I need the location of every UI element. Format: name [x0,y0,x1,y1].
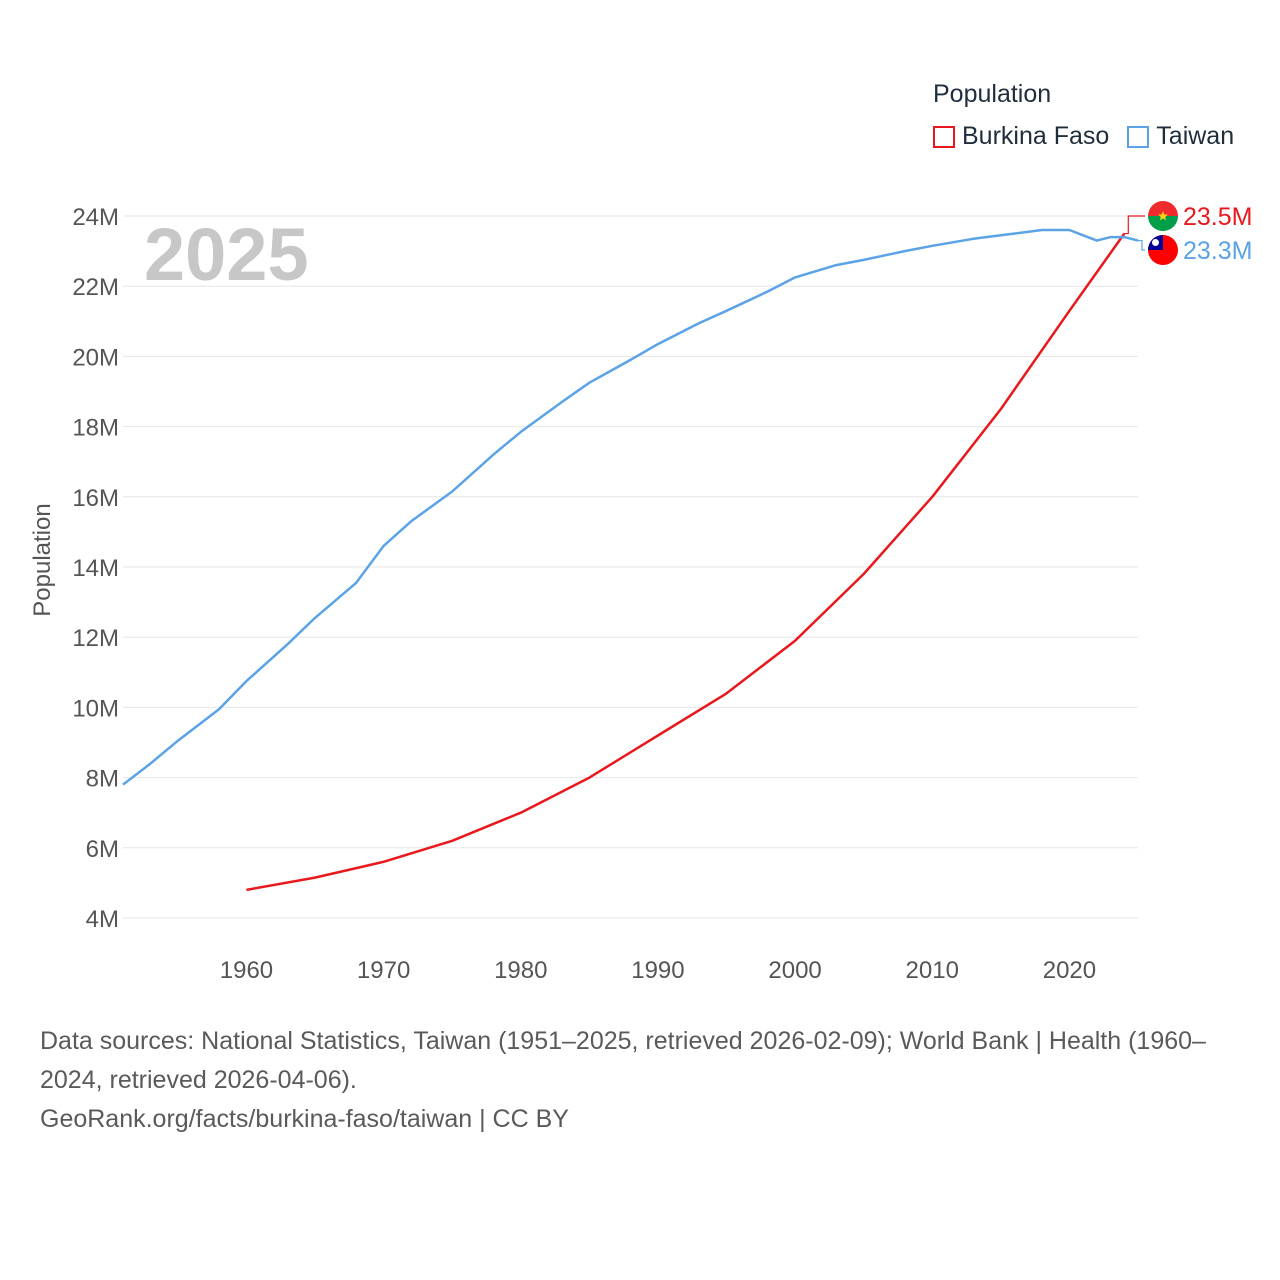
end-labels: 23.5M 23.3M [1124,201,1252,265]
gridlines [123,215,1138,919]
x-tick-label: 2020 [1043,957,1096,984]
x-tick-label: 1960 [220,957,273,984]
y-tick-label: 22M [72,274,119,301]
legend-swatch-taiwan [1127,125,1150,148]
legend-swatch-burkina-faso [933,125,955,148]
data-sources-text: Data sources: National Statistics, Taiwa… [40,1027,1206,1094]
y-tick-label: 14M [72,555,119,582]
x-tick-label: 2000 [768,957,821,984]
legend-label-taiwan: Taiwan [1156,122,1235,150]
y-tick-label: 18M [72,415,119,442]
series-lines [122,228,1139,892]
legend-label-burkina-faso: Burkina Faso [962,122,1110,150]
y-tick-label: 10M [72,695,119,722]
x-tick-label: 1980 [494,957,547,984]
end-connector [1124,215,1145,235]
year-label: 2025 [144,213,309,296]
y-tick-label: 16M [72,485,119,512]
x-tick-label: 1970 [357,957,410,984]
legend-item-burkina-faso[interactable]: Burkina Faso [933,122,1109,151]
legend: Burkina Faso Taiwan [933,122,1252,151]
y-tick-label: 20M [72,344,119,371]
y-axis-label: Population [29,503,56,616]
burkina-faso-flag-icon [1148,201,1178,231]
end-connector [1138,239,1145,251]
series-line-taiwan[interactable] [122,228,1139,786]
attribution-text: GeoRank.org/facts/burkina-faso/taiwan | … [40,1105,569,1133]
y-tick-label: 8M [86,766,119,793]
x-tick-label: 1990 [631,957,684,984]
x-tick-label: 2010 [906,957,959,984]
footer: Data sources: National Statistics, Taiwa… [40,1022,1245,1139]
series-line-burkina-faso[interactable] [246,232,1126,892]
end-value-label: 23.5M [1183,203,1252,231]
y-tick-label: 24M [72,204,119,231]
x-axis-ticks: 1960 1970 1980 1990 2000 2010 2020 [220,957,1096,984]
end-value-label: 23.3M [1183,237,1252,265]
y-tick-label: 12M [72,625,119,652]
y-tick-label: 4M [86,906,119,933]
legend-title: Population [933,80,1052,108]
legend-item-taiwan[interactable]: Taiwan [1127,122,1234,151]
y-tick-label: 6M [86,836,119,863]
y-axis-ticks: 4M 6M 8M 10M 12M 14M 16M 18M 20M 22M 24M [72,204,119,933]
taiwan-flag-icon [1148,235,1178,265]
